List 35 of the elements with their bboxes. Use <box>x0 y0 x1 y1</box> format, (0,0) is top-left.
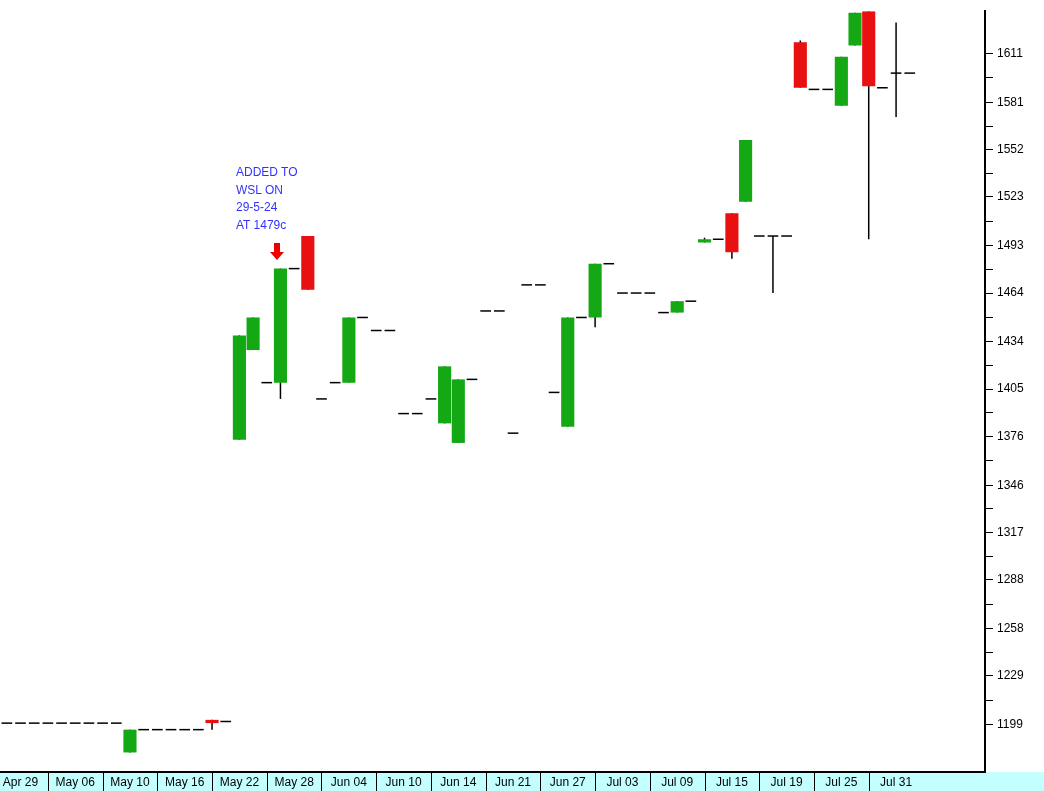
x-tick-label: Jul 19 <box>770 774 803 789</box>
y-tick-label: 1552 <box>997 141 1025 156</box>
x-tick-label: Jul 03 <box>606 774 639 789</box>
x-tick-label: May 22 <box>219 774 260 789</box>
y-tick-label: 1493 <box>997 238 1025 253</box>
x-tick-label: Jun 10 <box>385 774 422 789</box>
y-tick-label: 1405 <box>997 381 1025 396</box>
x-tick-label: Jun 27 <box>549 774 587 789</box>
candlestick <box>889 21 903 118</box>
x-tick-label: Jul 09 <box>661 774 694 789</box>
x-tick-label: Jul 31 <box>880 774 913 789</box>
x-tick-label: May 28 <box>274 774 315 789</box>
y-tick-label: 1288 <box>997 572 1025 587</box>
y-tick-label: 1376 <box>997 428 1025 443</box>
y-tick-label: 1199 <box>997 717 1024 732</box>
y-tick-label: 1611 <box>997 45 1024 60</box>
x-tick-label: Jun 04 <box>330 774 368 789</box>
candlestick <box>766 235 780 294</box>
y-tick-label: 1581 <box>997 94 1025 109</box>
x-tick-label: Apr 29 <box>2 774 39 789</box>
x-tick-label: May 16 <box>165 774 205 789</box>
y-tick-label: 1346 <box>997 477 1025 492</box>
y-tick-label: 1523 <box>997 189 1025 204</box>
annotation: ADDED TO WSL ON 29-5-24 AT 1479c <box>236 165 298 232</box>
x-tick-label: Jun 21 <box>495 774 532 789</box>
y-tick-label: 1434 <box>997 334 1025 349</box>
y-tick-label: 1464 <box>997 285 1025 300</box>
y-tick-label: 1317 <box>997 524 1025 539</box>
y-tick-label: 1229 <box>997 668 1025 683</box>
y-tick-label: 1258 <box>997 620 1025 635</box>
x-tick-label: May 10 <box>110 774 150 789</box>
x-tick-label: Jun 14 <box>440 774 477 789</box>
x-tick-label: Jul 25 <box>825 774 858 789</box>
x-tick-label: Jul 15 <box>715 774 749 789</box>
x-tick-label: May 06 <box>55 774 96 789</box>
